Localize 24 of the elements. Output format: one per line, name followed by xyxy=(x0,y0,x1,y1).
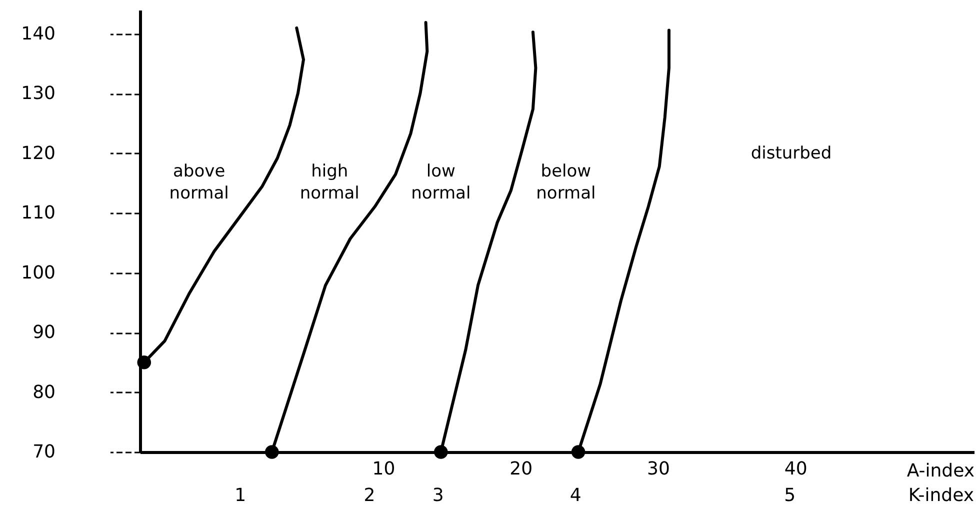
text: K-index xyxy=(908,485,974,506)
y-tick-label: 110 xyxy=(21,202,56,224)
annotation: high normal xyxy=(300,161,360,204)
text: 3 xyxy=(432,485,444,506)
x-tick-label: 10 xyxy=(372,458,396,480)
annotation: above normal xyxy=(169,161,229,204)
text: 1 xyxy=(234,485,246,506)
x-axis-title: A-index xyxy=(906,460,975,482)
y-tick-label: 90 xyxy=(32,322,56,344)
y-tick-label: 70 xyxy=(32,442,56,462)
text: 5 xyxy=(784,485,796,506)
y-tick-label: 140 xyxy=(21,23,56,44)
y-tick-label: 80 xyxy=(32,382,56,403)
annotation: disturbed xyxy=(750,143,832,164)
annotation: low normal xyxy=(411,161,471,204)
x-tick-label: 20 xyxy=(510,458,533,480)
annotation: below normal xyxy=(536,161,596,204)
text: 2 xyxy=(364,485,376,506)
y-tick-label: 100 xyxy=(21,262,56,284)
x-tick-label: 40 xyxy=(784,458,808,480)
x-tick-label: 30 xyxy=(647,458,670,480)
y-tick-label: 130 xyxy=(21,83,56,104)
text: 4 xyxy=(570,485,582,506)
y-tick-label: 120 xyxy=(21,142,56,164)
